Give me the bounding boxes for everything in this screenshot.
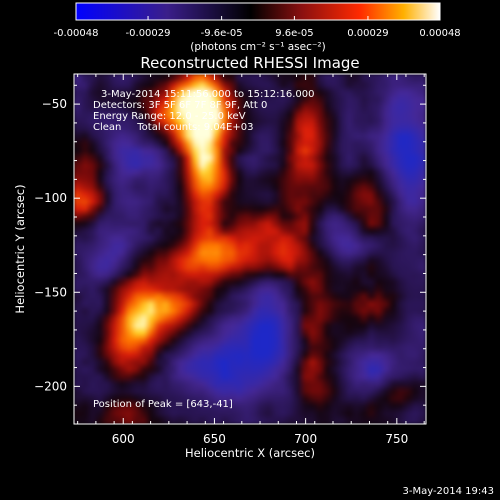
colorbar-unit-label: (photons cm⁻² s⁻¹ asec⁻²): [190, 41, 325, 53]
colorbar-tick-label: 0.00029: [347, 28, 388, 39]
x-tick-label: 600: [112, 432, 135, 446]
heatmap-image: [74, 74, 426, 424]
footer-timestamp: 3-May-2014 19:43: [402, 486, 494, 497]
chart-title: Reconstructed RHESSI Image: [140, 54, 359, 72]
y-tick-label: −50: [42, 97, 67, 111]
y-tick-label: −200: [34, 379, 67, 393]
x-tick-label: 750: [385, 432, 408, 446]
x-axis: 600 650 700 750: [77, 74, 425, 446]
colorbar-frame: [75, 2, 441, 21]
y-tick-label: −100: [34, 191, 67, 205]
x-tick-label: 700: [294, 432, 317, 446]
annotation-clean-counts: Clean Total counts: 9.04E+03: [93, 122, 253, 133]
heatmap-raster: [74, 74, 426, 424]
annotation-time-range: 3-May-2014 15:11:56.000 to 15:12:16.000: [101, 89, 314, 100]
colorbar-tick-label: -0.00029: [126, 28, 171, 39]
y-tick-label: −150: [34, 285, 67, 299]
annotation-peak-position: Position of Peak = [643,-41]: [93, 399, 233, 410]
colorbar-tick-label: 9.6e-05: [275, 28, 313, 39]
x-axis-label: Heliocentric X (arcsec): [185, 446, 315, 460]
x-tick-label: 650: [203, 432, 226, 446]
colorbar-ticks: -0.00048 -0.00029 -9.6e-05 9.6e-05 0.00029 0.…: [54, 16, 461, 39]
annotation-energy-range: Energy Range: 12.0 - 25.0 keV: [93, 111, 246, 122]
y-axis-label: Heliocentric Y (arcsec): [13, 184, 27, 313]
y-axis: −50 −100 −150 −200: [34, 84, 426, 425]
annotation-detectors: Detectors: 3F 5F 6F 7F 8F 9F, Att 0: [93, 100, 267, 111]
colorbar-tick-label: -9.6e-05: [201, 28, 243, 39]
colorbar-tick-label: 0.00048: [419, 28, 460, 39]
colorbar-tick-label: -0.00048: [54, 28, 99, 39]
plot-frame: [73, 73, 427, 425]
colorbar: [76, 3, 440, 20]
